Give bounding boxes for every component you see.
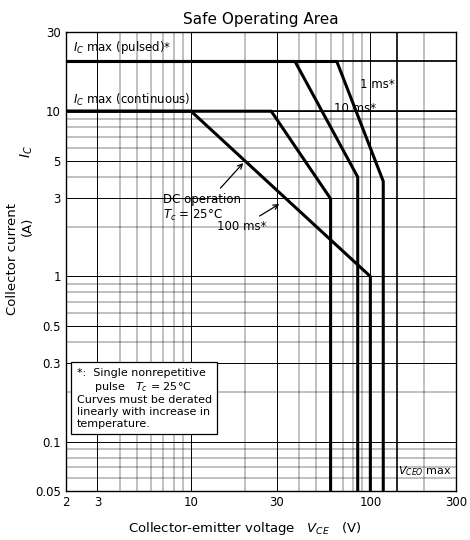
Text: DC operation
$T_c$ = 25°C: DC operation $T_c$ = 25°C <box>164 164 242 223</box>
Text: *:  Single nonrepetitive
     pulse   $T_c$ = 25°C
Curves must be derated
linear: *: Single nonrepetitive pulse $T_c$ = 25… <box>77 368 212 429</box>
Text: $V_{CEO}$ max: $V_{CEO}$ max <box>398 464 452 478</box>
Text: $I_C$ max (continuous): $I_C$ max (continuous) <box>73 92 191 109</box>
Text: 1 ms*: 1 ms* <box>360 78 394 91</box>
Text: $I_C$ max (pulsed)*: $I_C$ max (pulsed)* <box>73 39 172 56</box>
Text: Collector-emitter voltage   $V_{CE}$   (V): Collector-emitter voltage $V_{CE}$ (V) <box>128 521 361 537</box>
Text: Collector current: Collector current <box>6 203 19 315</box>
Text: 100 ms*: 100 ms* <box>217 205 278 233</box>
Title: Safe Operating Area: Safe Operating Area <box>183 12 339 27</box>
Text: (A): (A) <box>21 217 34 237</box>
Text: $I_C$: $I_C$ <box>19 145 35 158</box>
Text: 10 ms*: 10 ms* <box>334 102 376 115</box>
